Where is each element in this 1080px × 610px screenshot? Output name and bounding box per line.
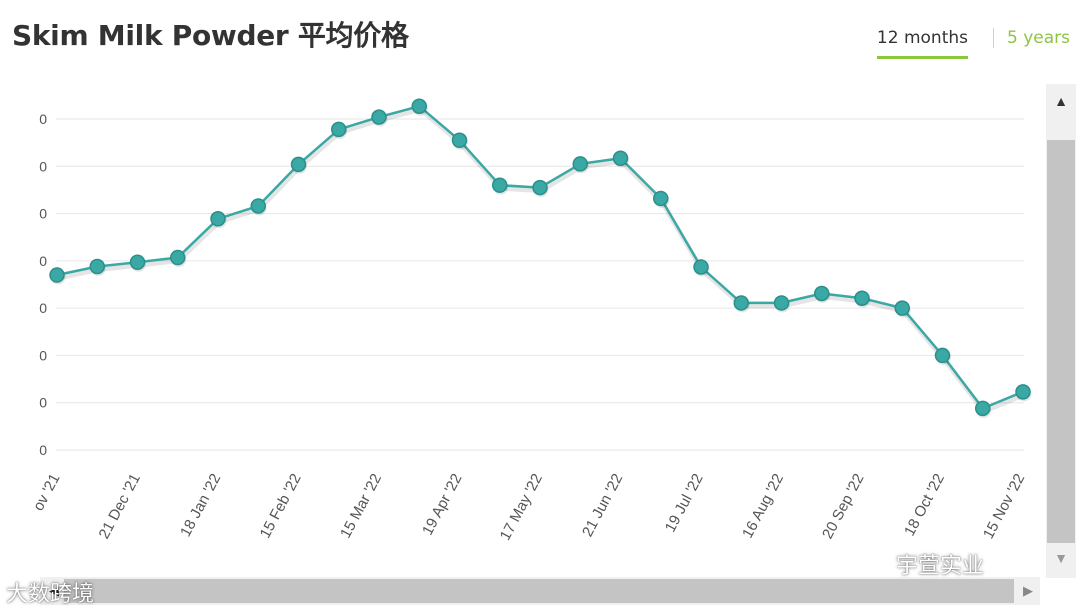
x-tick-label: 21 Jun '22	[579, 471, 626, 540]
data-point	[653, 190, 669, 207]
x-tick-label: 18 Oct '22	[901, 471, 948, 539]
data-point	[532, 179, 548, 196]
scroll-up-arrow-icon[interactable]: ▲	[1054, 93, 1068, 109]
horizontal-scrollbar-thumb[interactable]	[64, 579, 1014, 603]
scroll-down-arrow-icon[interactable]: ▼	[1054, 550, 1068, 566]
series-line-shadow	[57, 106, 1025, 414]
tab-12-months[interactable]: 12 months	[876, 28, 968, 59]
data-point	[49, 267, 65, 283]
data-point	[612, 150, 629, 166]
y-tick-label: 0	[39, 206, 47, 222]
data-point	[1015, 384, 1031, 400]
data-point	[250, 198, 266, 214]
data-point	[814, 285, 830, 302]
x-tick-label: 19 Apr '22	[419, 471, 466, 538]
x-tick-label: 20 Sep '22	[819, 471, 867, 542]
x-tick-label: 18 Jan '22	[177, 471, 224, 540]
data-point	[854, 290, 870, 306]
data-point	[371, 109, 387, 125]
tab-5-years[interactable]: 5 years	[1006, 28, 1070, 48]
x-tick-label: 19 Jul '22	[662, 471, 707, 535]
data-point	[331, 121, 347, 138]
x-tick-label: 21 Dec '21	[95, 471, 143, 542]
period-tabs: 12 months 5 years	[850, 28, 1070, 60]
data-point	[290, 156, 307, 173]
x-tick-label: 15 Mar '22	[337, 471, 385, 541]
data-point	[733, 295, 749, 311]
series-line	[56, 104, 1024, 410]
y-tick-label: 0	[39, 300, 47, 316]
data-point	[210, 211, 226, 227]
scroll-right-arrow-icon[interactable]: ▶	[1023, 583, 1033, 598]
data-point	[170, 249, 186, 266]
tab-separator	[993, 28, 994, 48]
data-point	[129, 254, 146, 271]
data-point	[693, 259, 709, 275]
data-point	[411, 98, 427, 114]
x-tick-label: 17 May '22	[497, 471, 546, 543]
line-chart: 0 0 0 0 0 0 0 0 ov '21 21 Dec '21 18 Jan '22 15 Feb…	[30, 98, 1032, 543]
y-tick-label: 0	[39, 442, 47, 458]
y-tick-label: 0	[39, 158, 47, 174]
data-point	[572, 156, 588, 172]
vertical-scrollbar-thumb[interactable]	[1047, 140, 1075, 543]
x-tick-label: ov '21	[30, 471, 64, 514]
y-tick-label: 0	[39, 253, 47, 269]
data-point	[894, 300, 910, 316]
x-tick-label: 15 Nov '22	[980, 471, 1028, 542]
chart-title: Skim Milk Powder 平均价格	[12, 19, 409, 52]
y-tick-label: 0	[39, 111, 47, 127]
data-point	[89, 258, 105, 275]
x-tick-label: 16 Aug '22	[739, 471, 787, 541]
y-tick-label: 0	[39, 347, 47, 363]
y-tick-label: 0	[39, 395, 47, 411]
data-point	[492, 177, 508, 193]
x-tick-label: 15 Feb '22	[257, 471, 305, 541]
scroll-left-arrow-icon[interactable]: ◀	[49, 583, 59, 598]
data-point	[773, 295, 790, 311]
data-point	[451, 132, 468, 149]
data-point	[934, 347, 951, 364]
watermark-right: 宇萱实业	[896, 554, 985, 579]
data-point	[975, 400, 991, 417]
watermark-left: 大数跨境	[6, 582, 95, 607]
